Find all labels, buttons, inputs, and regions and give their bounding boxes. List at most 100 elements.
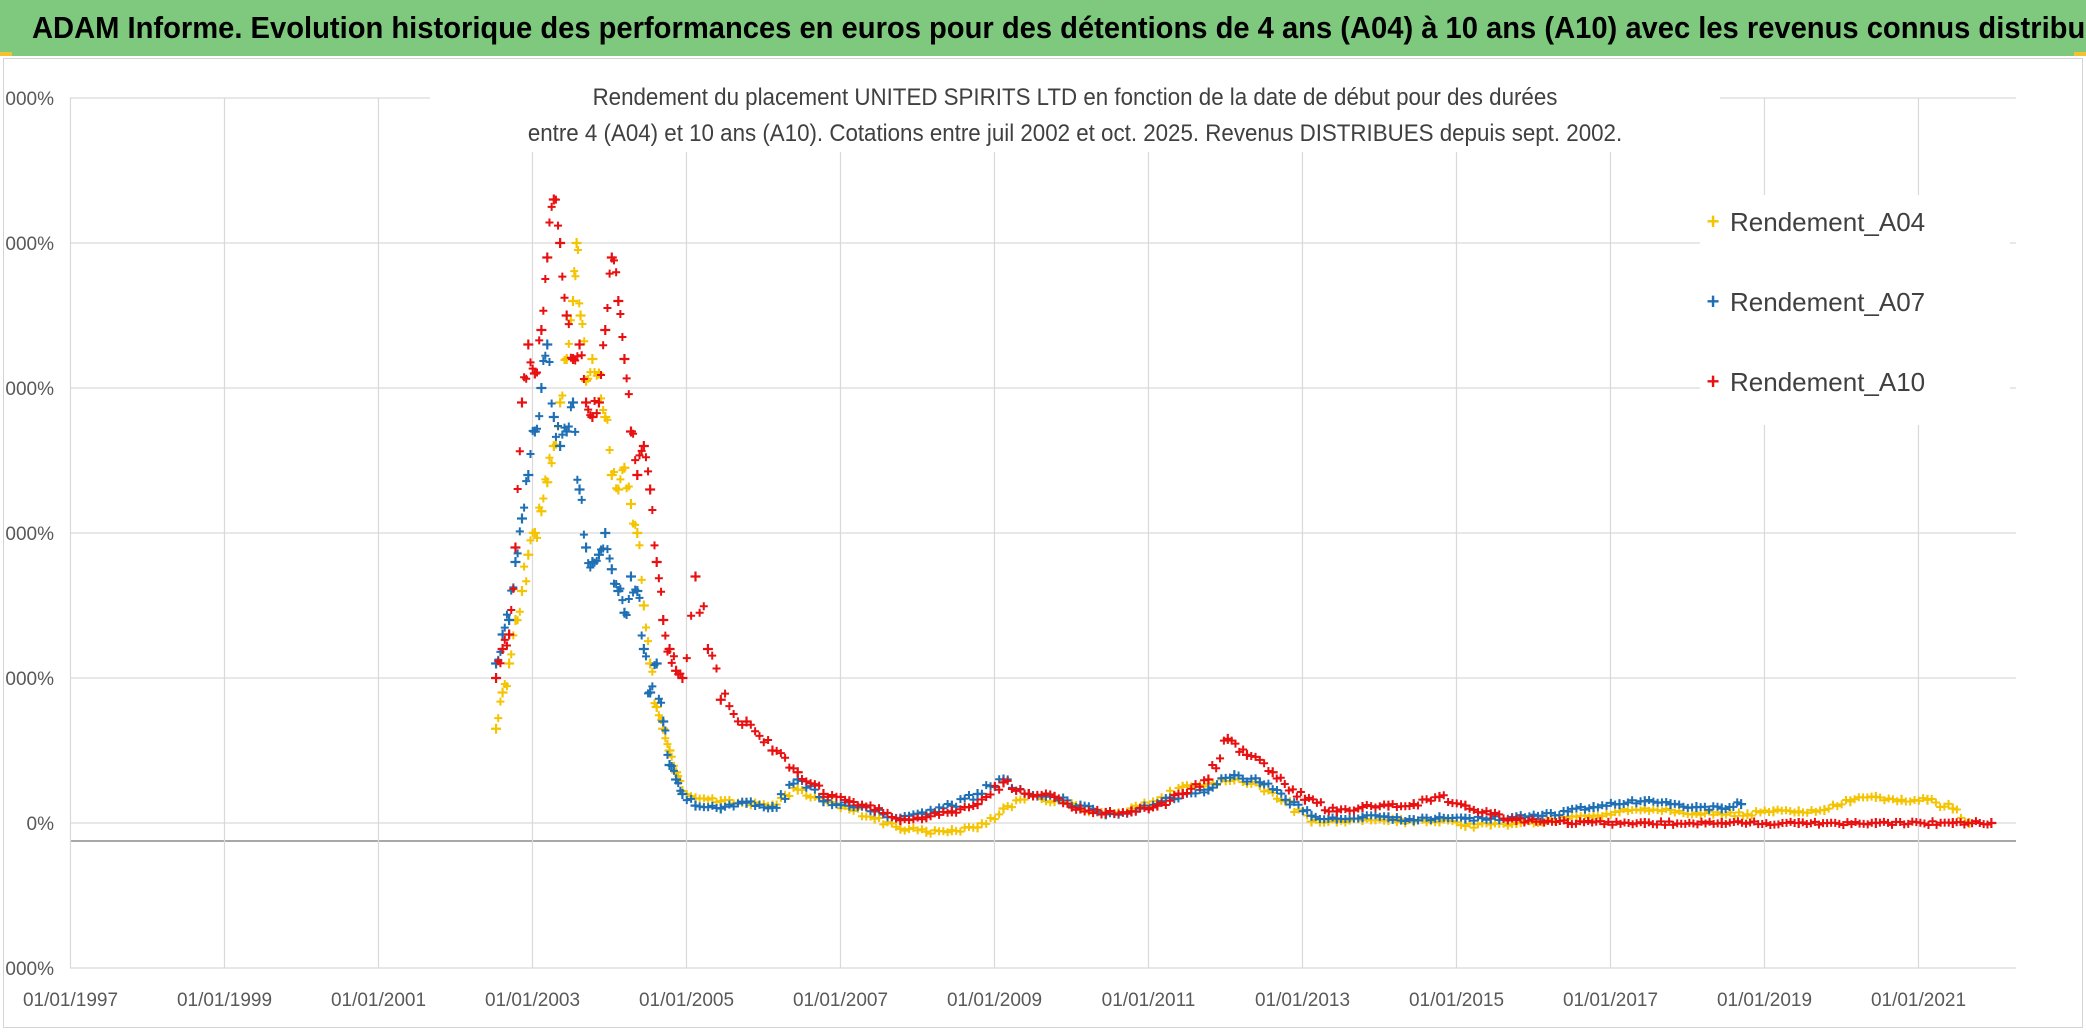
data-point: [1835, 819, 1844, 828]
data-point: [1195, 782, 1204, 791]
data-point: [1495, 810, 1504, 819]
data-point: [874, 804, 883, 813]
data-point: [599, 341, 608, 350]
data-point: [1499, 814, 1508, 823]
data-point: [542, 477, 553, 488]
data-point: [1709, 810, 1718, 819]
data-point: [823, 792, 832, 801]
data-point: [599, 406, 608, 415]
data-point: [972, 799, 983, 810]
data-point: [1760, 806, 1769, 815]
data-point: [600, 528, 611, 538]
data-point: [574, 339, 585, 350]
data-point: [579, 374, 588, 383]
x-tick-label: 01/01/1999: [177, 990, 272, 1011]
data-point: [913, 813, 922, 822]
data-point: [581, 542, 592, 553]
data-point: [641, 623, 650, 632]
data-point: [1054, 794, 1063, 803]
data-point: [930, 809, 939, 818]
data-point: [1524, 816, 1533, 825]
data-point: [708, 801, 717, 810]
data-point: [1003, 776, 1012, 785]
data-point: [1371, 811, 1380, 820]
data-point: [547, 399, 556, 408]
data-point: [526, 536, 535, 545]
data-point: [523, 470, 534, 480]
data-point: [1264, 786, 1273, 795]
data-point: [539, 357, 548, 366]
data-point: [721, 689, 730, 698]
data-point: [1503, 816, 1512, 825]
data-point: [1616, 819, 1625, 828]
data-point: [972, 822, 983, 833]
data-point: [1392, 813, 1401, 822]
data-point: [1693, 820, 1702, 829]
data-point: [535, 412, 544, 421]
data-point: [515, 607, 524, 616]
data-point: [638, 644, 649, 654]
data-point: [1316, 798, 1325, 807]
data-point: [605, 269, 614, 278]
data-point: [605, 554, 614, 563]
data-point: [1762, 819, 1771, 828]
data-point: [1893, 797, 1902, 806]
data-point: [677, 673, 688, 683]
data-point: [533, 533, 542, 542]
data-point: [755, 731, 764, 740]
data-point: [1851, 817, 1860, 826]
data-point: [1896, 818, 1905, 827]
x-tick-label: 01/01/2009: [947, 990, 1042, 1011]
y-axis-ticks: -1 000% 0% 1 000% 2 000% 3 000% 4 000% 5 000%: [0, 89, 54, 980]
plus-marker-icon: +: [1706, 289, 1720, 314]
data-point: [654, 694, 663, 703]
data-point: [977, 795, 986, 804]
data-point: [1810, 817, 1819, 826]
data-point: [781, 794, 790, 803]
data-point: [523, 549, 534, 560]
data-point: [1012, 786, 1021, 795]
chart-title: Rendement du placement UNITED SPIRITS LT…: [430, 80, 1720, 152]
data-point: [571, 238, 582, 248]
data-point: [764, 736, 773, 745]
data-point: [789, 779, 798, 788]
data-point: [1320, 806, 1329, 815]
plus-marker-icon: +: [1706, 369, 1720, 394]
data-point: [764, 804, 773, 813]
data-point: [1298, 807, 1307, 816]
data-point: [638, 441, 649, 451]
data-point: [637, 631, 646, 640]
x-tick-label: 01/01/2011: [1102, 990, 1196, 1011]
data-point: [507, 605, 516, 614]
data-point: [494, 714, 503, 723]
data-point: [516, 397, 527, 408]
data-point: [1478, 808, 1487, 817]
data-point: [1422, 813, 1431, 822]
data-point: [629, 429, 638, 438]
data-point: [667, 752, 676, 761]
data-point: [657, 587, 666, 596]
data-point: [1786, 817, 1795, 826]
corner-mark-right: [2074, 52, 2086, 56]
data-point: [613, 296, 624, 306]
data-point: [798, 775, 807, 784]
data-point: [581, 375, 592, 386]
data-point: [1529, 810, 1538, 819]
data-point: [545, 358, 554, 367]
data-point: [1833, 802, 1842, 811]
data-point: [1619, 799, 1628, 808]
data-point: [1311, 812, 1320, 821]
data-point: [687, 611, 696, 620]
data-point: [733, 717, 742, 726]
data-point: [571, 427, 580, 436]
data-point: [574, 484, 585, 495]
x-tick-label: 01/01/2013: [1255, 990, 1350, 1011]
data-point: [654, 574, 663, 583]
data-point: [618, 596, 627, 605]
data-point: [526, 358, 535, 367]
data-point: [1182, 788, 1191, 797]
data-point: [625, 499, 636, 509]
data-point: [905, 825, 914, 834]
data-point: [667, 658, 676, 667]
data-point: [982, 792, 991, 801]
